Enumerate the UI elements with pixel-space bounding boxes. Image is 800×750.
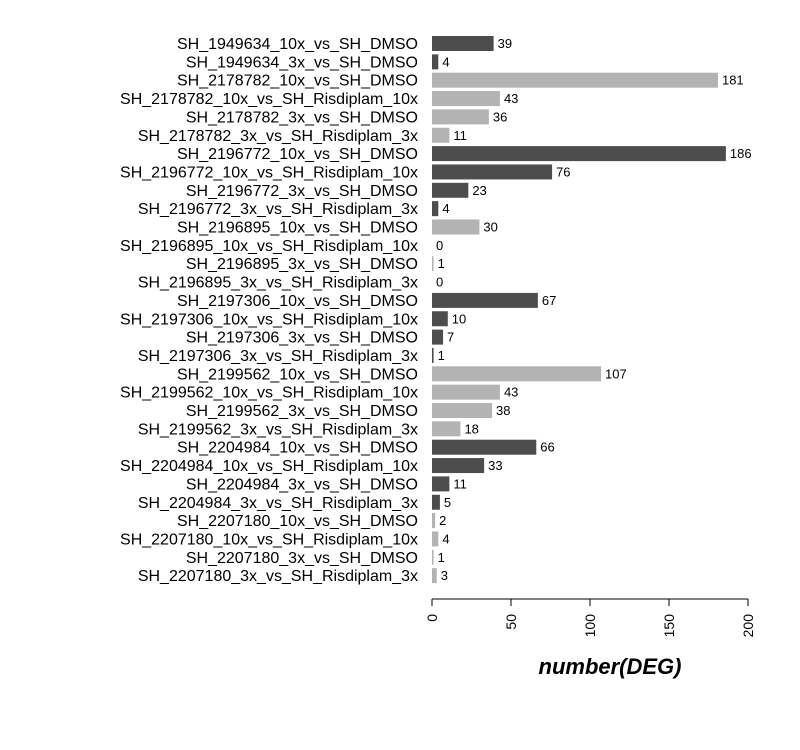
category-label: SH_2196772_10x_vs_SH_Risdiplam_10x [120, 164, 418, 181]
value-label: 67 [542, 293, 556, 308]
bar [432, 36, 494, 51]
value-label: 181 [722, 73, 744, 88]
category-label: SH_2196772_3x_vs_SH_DMSO [186, 183, 418, 200]
value-label: 7 [447, 330, 454, 345]
category-label: SH_2199562_3x_vs_SH_Risdiplam_3x [138, 421, 418, 438]
bar [432, 458, 485, 474]
category-label: SH_1949634_10x_vs_SH_DMSO [177, 36, 418, 53]
category-label: SH_2204984_10x_vs_SH_Risdiplam_10x [120, 458, 418, 475]
category-label: SH_2199562_10x_vs_SH_Risdiplam_10x [120, 385, 418, 402]
category-label: SH_2196895_10x_vs_SH_DMSO [177, 220, 418, 237]
bar [432, 421, 461, 437]
value-label: 11 [453, 128, 467, 143]
category-label: SH_2199562_10x_vs_SH_DMSO [177, 366, 418, 383]
category-label: SH_1949634_3x_vs_SH_DMSO [186, 54, 418, 71]
value-label: 10 [452, 311, 466, 326]
category-label: SH_2204984_3x_vs_SH_DMSO [186, 476, 418, 493]
bar [432, 366, 602, 382]
value-label: 4 [442, 531, 449, 546]
category-label: SH_2197306_10x_vs_SH_Risdiplam_10x [120, 311, 418, 328]
x-tick-label: 200 [740, 614, 756, 638]
bars [432, 36, 726, 584]
value-label: 18 [464, 421, 478, 436]
value-label: 43 [504, 91, 518, 106]
value-label: 33 [488, 458, 502, 473]
category-label: SH_2196895_10x_vs_SH_Risdiplam_10x [120, 238, 418, 255]
x-tick-label: 150 [661, 614, 677, 638]
category-label: SH_2178782_3x_vs_SH_Risdiplam_3x [138, 128, 418, 145]
x-tick-label: 100 [582, 614, 598, 638]
value-label: 4 [442, 54, 449, 69]
value-label: 76 [556, 164, 570, 179]
x-tick-label: 50 [503, 614, 519, 630]
x-axis-title: number(DEG) [539, 654, 682, 679]
x-tick-label: 0 [424, 614, 440, 622]
bar [432, 127, 450, 143]
bar [432, 146, 726, 162]
value-label: 1 [438, 550, 445, 565]
value-label: 1 [438, 256, 445, 271]
value-label: 3 [441, 568, 448, 583]
category-label: SH_2196772_3x_vs_SH_Risdiplam_3x [138, 201, 418, 218]
bar [432, 384, 500, 400]
bar [432, 256, 434, 272]
value-label: 1 [438, 348, 445, 363]
value-label: 43 [504, 385, 518, 400]
bar [432, 54, 439, 70]
value-label: 11 [453, 476, 467, 491]
bar [432, 476, 450, 492]
x-axis: 0 50 100 150 200 [424, 598, 756, 638]
category-label: SH_2196772_10x_vs_SH_DMSO [177, 146, 418, 163]
bar [432, 439, 537, 455]
bar [432, 403, 493, 418]
category-label: SH_2197306_3x_vs_SH_Risdiplam_3x [138, 348, 418, 365]
value-label: 66 [540, 440, 554, 455]
bar [432, 164, 553, 180]
bar [432, 568, 437, 584]
bar [432, 292, 538, 308]
category-label: SH_2199562_3x_vs_SH_DMSO [186, 403, 418, 420]
category-label: SH_2204984_10x_vs_SH_DMSO [177, 440, 418, 457]
category-label: SH_2178782_10x_vs_SH_DMSO [177, 73, 418, 90]
bar [432, 182, 469, 198]
bar [432, 109, 489, 125]
bar [432, 329, 444, 345]
category-label: SH_2196895_3x_vs_SH_Risdiplam_3x [138, 275, 418, 292]
value-labels: 3941814336111867623430010671071107433818… [436, 36, 752, 583]
category-label: SH_2197306_10x_vs_SH_DMSO [177, 293, 418, 310]
category-labels: SH_1949634_10x_vs_SH_DMSOSH_1949634_3x_v… [120, 36, 418, 585]
category-label: SH_2178782_10x_vs_SH_Risdiplam_10x [120, 91, 418, 108]
bar [432, 347, 434, 363]
bar [432, 201, 439, 217]
bar [432, 311, 448, 327]
category-label: SH_2207180_10x_vs_SH_DMSO [177, 513, 418, 530]
category-label: SH_2207180_3x_vs_SH_Risdiplam_3x [138, 568, 418, 585]
value-label: 186 [730, 146, 752, 161]
value-label: 23 [472, 183, 486, 198]
value-label: 107 [605, 366, 627, 381]
value-label: 39 [498, 36, 512, 51]
value-label: 0 [436, 275, 443, 290]
value-label: 2 [439, 513, 446, 528]
bar [432, 72, 718, 88]
value-label: 0 [436, 238, 443, 253]
value-label: 5 [444, 495, 451, 510]
bar [432, 531, 439, 547]
bar [432, 91, 500, 107]
category-label: SH_2178782_3x_vs_SH_DMSO [186, 109, 418, 126]
category-label: SH_2196895_3x_vs_SH_DMSO [186, 256, 418, 273]
value-label: 36 [493, 109, 507, 124]
bar [432, 219, 480, 235]
category-label: SH_2207180_3x_vs_SH_DMSO [186, 550, 418, 567]
bar [432, 549, 434, 565]
value-label: 30 [483, 220, 497, 235]
category-label: SH_2207180_10x_vs_SH_Risdiplam_10x [120, 531, 418, 548]
value-label: 4 [442, 201, 449, 216]
category-label: SH_2197306_3x_vs_SH_DMSO [186, 330, 418, 347]
bar [432, 494, 440, 510]
bar [432, 513, 436, 529]
category-label: SH_2204984_3x_vs_SH_Risdiplam_3x [138, 495, 418, 512]
value-label: 38 [496, 403, 510, 418]
